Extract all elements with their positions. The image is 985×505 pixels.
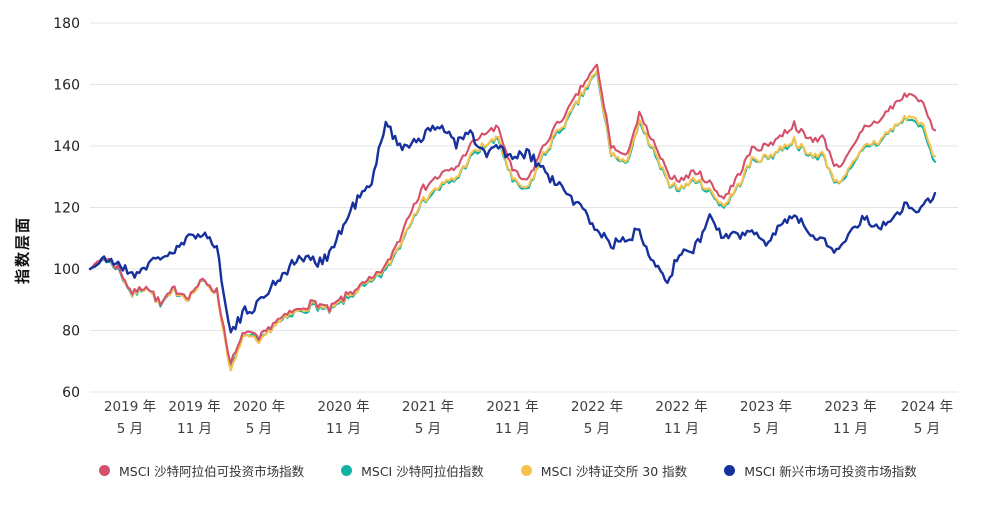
x-tick-year: 2019 年 — [168, 399, 220, 415]
x-tick-month: 5 月 — [584, 421, 610, 437]
x-tick-year: 2024 年 — [901, 399, 953, 415]
y-axis-title: 指数层面 — [13, 215, 32, 285]
legend-label-saudi: MSCI 沙特阿拉伯指数 — [361, 463, 484, 479]
y-tick-label-120: 120 — [53, 200, 80, 216]
legend-item-em-imi: MSCI 新兴市场可投资市场指数 — [724, 461, 917, 480]
y-tick-label-80: 80 — [62, 323, 80, 339]
legend-item-saudi: MSCI 沙特阿拉伯指数 — [341, 461, 484, 480]
x-tick-month: 5 月 — [753, 421, 779, 437]
x-tick-year: 2020 年 — [317, 399, 369, 415]
legend-dot-em-imi-icon — [724, 464, 736, 476]
chart-legend: MSCI 沙特阿拉伯可投资市场指数 MSCI 沙特阿拉伯指数 MSCI 沙特证交… — [0, 453, 985, 487]
legend-dot-saudi-imi-icon — [99, 464, 110, 476]
x-tick-month: 11 月 — [326, 421, 361, 437]
x-tick-year: 2022 年 — [571, 399, 623, 415]
legend-label-saudi-imi: MSCI 沙特阿拉伯可投资市场指数 — [119, 463, 305, 479]
performance-chart: 180 160 140 120 100 80 60 2019 年 5 月 2019 年 11 月 20… — [53, 16, 958, 437]
series-line-saudi-imi — [88, 63, 937, 365]
legend-item-tadawul-30: MSCI 沙特证交所 30 指数 — [520, 461, 688, 480]
legend-label-tadawul-30: MSCI 沙特证交所 30 指数 — [540, 463, 688, 479]
x-tick-month: 11 月 — [664, 421, 699, 437]
x-tick-year: 2019 年 — [104, 399, 156, 415]
x-tick-year: 2021 年 — [486, 399, 538, 415]
x-tick-month: 5 月 — [117, 421, 143, 437]
y-tick-label-180: 180 — [53, 16, 80, 32]
x-tick-year: 2023 年 — [824, 399, 876, 415]
legend-label-em-imi: MSCI 新兴市场可投资市场指数 — [744, 463, 917, 479]
series-line-em-imi — [88, 120, 937, 334]
y-tick-label-100: 100 — [53, 262, 80, 278]
x-tick-month: 5 月 — [415, 421, 441, 437]
y-tick-label-60: 60 — [62, 385, 80, 401]
x-tick-year: 2020 年 — [233, 399, 285, 415]
x-tick-month: 5 月 — [914, 421, 940, 437]
y-tick-label-160: 160 — [53, 77, 80, 93]
x-tick-year: 2023 年 — [740, 399, 792, 415]
legend-dot-saudi-icon — [341, 464, 353, 476]
legend-item-saudi-imi: MSCI 沙特阿拉伯可投资市场指数 — [99, 461, 304, 480]
x-tick-year: 2021 年 — [402, 399, 454, 415]
x-tick-month: 11 月 — [495, 421, 530, 437]
x-tick-year: 2022 年 — [655, 399, 707, 415]
legend-dot-tadawul-30-icon — [520, 464, 532, 476]
y-tick-label-140: 140 — [53, 139, 80, 155]
x-tick-month: 11 月 — [833, 421, 868, 437]
series-line-tadawul-30 — [88, 69, 937, 372]
x-tick-month: 5 月 — [246, 421, 272, 437]
series-line-saudi — [88, 70, 937, 367]
x-tick-month: 11 月 — [177, 421, 212, 437]
